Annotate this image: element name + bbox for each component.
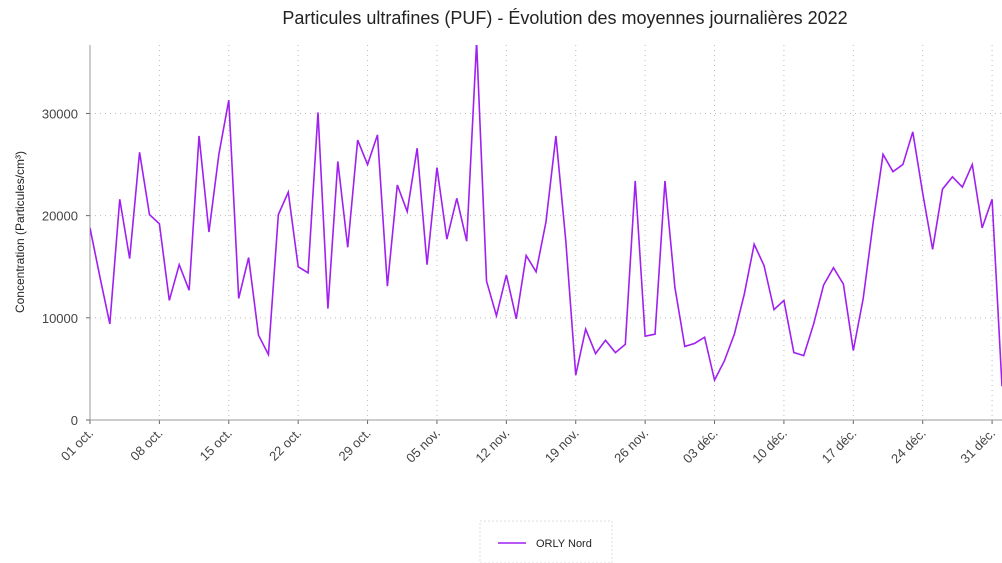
chart-title: Particules ultrafines (PUF) - Évolution … [282,8,847,28]
x-tick-label: 15 oct. [197,426,235,464]
legend-box [479,520,613,563]
x-tick-label: 29 oct. [335,426,373,464]
x-tick-label: 12 nov. [472,426,512,466]
x-tick-label: 03 déc. [680,426,721,467]
y-tick-label: 30000 [42,106,78,121]
x-tick-label: 22 oct. [266,426,304,464]
x-tick-label: 08 oct. [127,426,165,464]
y-axis-label: Concentration (Particules/cm³) [13,151,27,313]
x-tick-label: 24 déc. [888,426,929,467]
x-tick-label: 05 nov. [403,426,443,466]
x-tick-label: 01 oct. [58,426,96,464]
x-tick-label: 10 déc. [749,426,790,467]
y-tick-label: 0 [71,413,78,428]
x-tick-label: 31 déc. [957,426,998,467]
legend-label: ORLY Nord [536,538,592,550]
x-tick-label: 19 nov. [542,426,582,466]
x-tick-label: 26 nov. [611,426,651,466]
x-tick-label: 17 déc. [819,426,860,467]
y-tick-label: 20000 [42,209,78,224]
data-line [90,45,1002,387]
y-tick-label: 10000 [42,311,78,326]
